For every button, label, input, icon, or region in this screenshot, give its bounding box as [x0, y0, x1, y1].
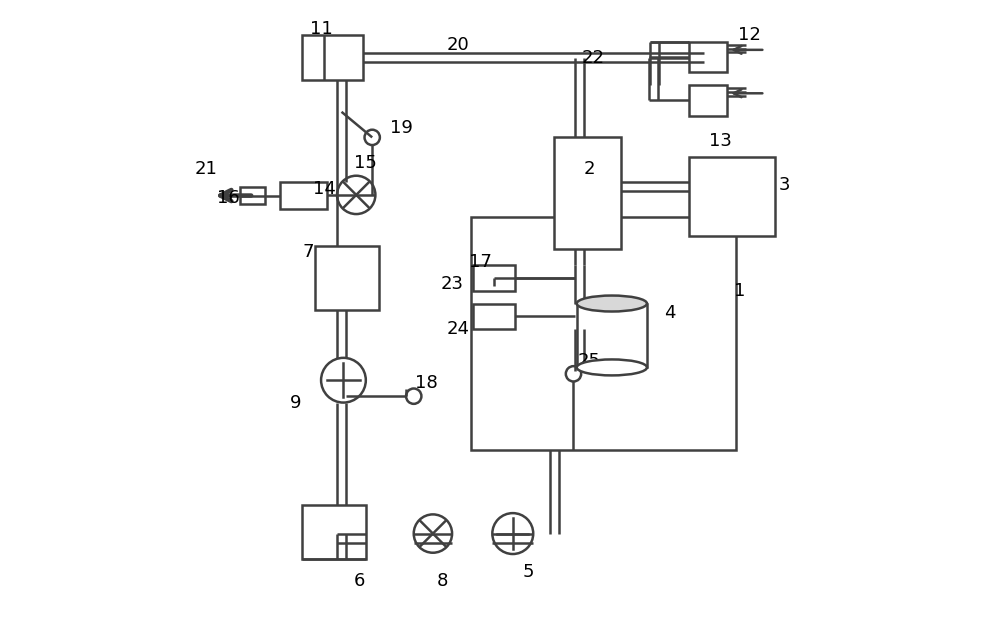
- Text: 17: 17: [469, 253, 492, 271]
- Circle shape: [337, 176, 375, 214]
- Text: 24: 24: [447, 320, 470, 338]
- Text: 5: 5: [523, 563, 535, 581]
- Bar: [554, 137, 621, 249]
- Ellipse shape: [577, 295, 647, 312]
- Circle shape: [566, 366, 581, 381]
- Text: 7: 7: [303, 243, 314, 261]
- Text: 16: 16: [217, 189, 240, 207]
- Text: 13: 13: [709, 132, 732, 150]
- Bar: [473, 265, 515, 291]
- Circle shape: [414, 514, 452, 553]
- Text: 22: 22: [581, 49, 604, 66]
- Text: 12: 12: [738, 26, 761, 44]
- Text: 11: 11: [310, 20, 332, 38]
- Text: 9: 9: [290, 394, 301, 412]
- Circle shape: [406, 389, 421, 404]
- Text: 1: 1: [734, 282, 745, 300]
- Text: 19: 19: [390, 119, 412, 137]
- Circle shape: [492, 513, 533, 554]
- Bar: [315, 246, 379, 310]
- Bar: [473, 304, 515, 329]
- Text: 2: 2: [584, 160, 595, 178]
- Text: 8: 8: [437, 573, 448, 590]
- Text: 14: 14: [313, 180, 336, 197]
- Bar: [240, 187, 265, 204]
- Circle shape: [486, 270, 501, 286]
- Bar: [689, 85, 727, 116]
- Bar: [302, 35, 363, 80]
- Text: 15: 15: [354, 154, 377, 172]
- Bar: [689, 42, 727, 72]
- Bar: [471, 217, 736, 450]
- Text: 3: 3: [779, 176, 790, 194]
- Circle shape: [321, 358, 366, 403]
- Text: 23: 23: [441, 275, 464, 293]
- Text: 18: 18: [415, 374, 438, 392]
- Circle shape: [365, 130, 380, 145]
- Bar: [577, 304, 647, 367]
- Text: 21: 21: [195, 160, 217, 178]
- Text: 25: 25: [578, 352, 601, 370]
- Ellipse shape: [577, 359, 647, 376]
- Text: 6: 6: [354, 573, 365, 590]
- Bar: [302, 505, 366, 559]
- Bar: [689, 157, 775, 236]
- Bar: [280, 182, 327, 209]
- Text: 4: 4: [664, 304, 675, 322]
- Text: 20: 20: [447, 36, 470, 54]
